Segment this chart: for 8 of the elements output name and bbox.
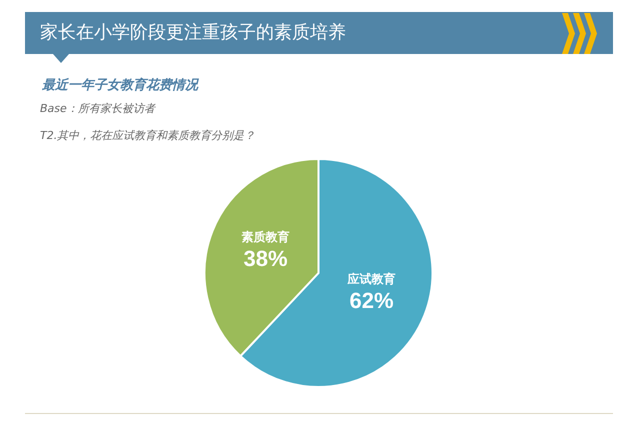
data-label: 62% (349, 288, 394, 314)
data-label: 38% (243, 246, 288, 272)
slice-label: 素质教育 (242, 230, 290, 244)
chart-subtitle: 最近一年子女教育花费情况 (42, 76, 198, 94)
slice-label: 应试教育 (346, 272, 396, 286)
text: T2.其中，花在应试教育和素质教育分别是？ (40, 128, 256, 143)
chart-title: 家长在小学阶段更注重孩子的素质培养 (40, 21, 346, 45)
text: Base：所有家长被访者 (40, 101, 155, 116)
